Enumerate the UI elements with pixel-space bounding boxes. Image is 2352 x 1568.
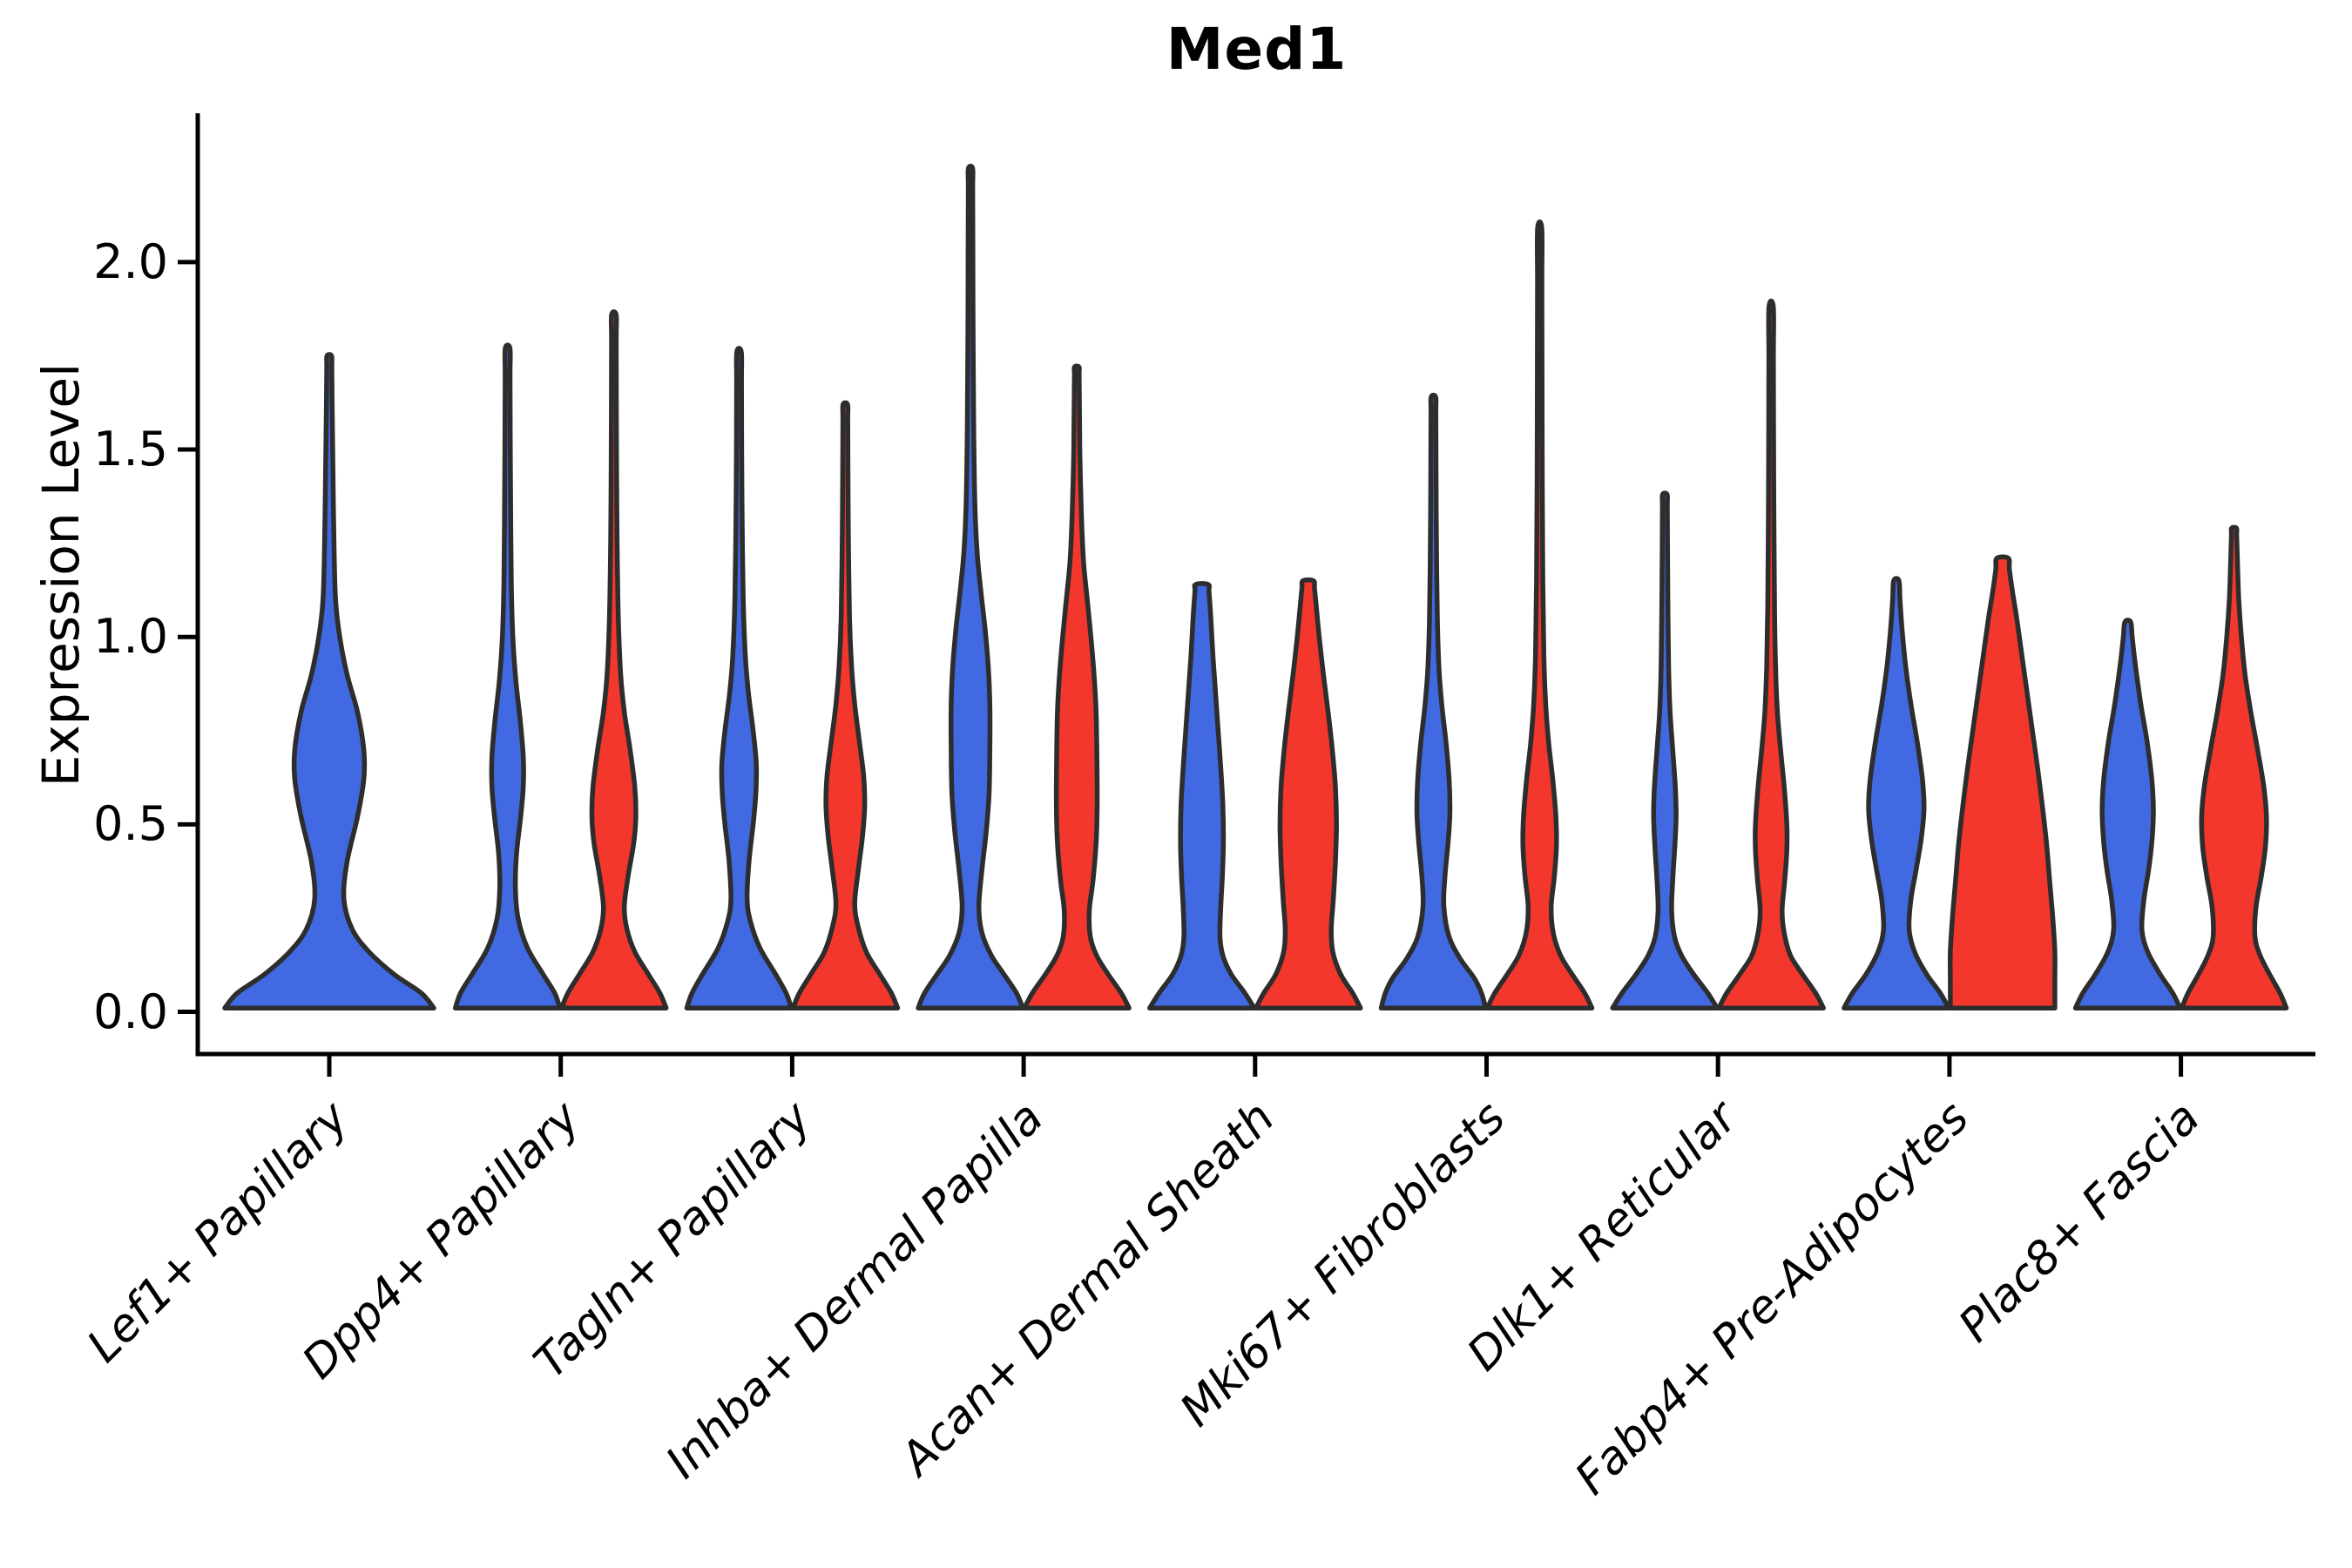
violin-inhba-red: [1022, 363, 1132, 1010]
violin-dpp4-red: [558, 309, 669, 1010]
y-tick-label: 1.0: [93, 609, 168, 665]
y-tick-label: 0.0: [93, 983, 168, 1039]
violin-mki67-blue: [1378, 392, 1489, 1010]
violin-tagln-red: [790, 400, 901, 1010]
y-tick-label: 0.5: [93, 796, 168, 852]
violin-plac8-red: [2179, 524, 2289, 1010]
violin-lef1-blue: [222, 352, 436, 1010]
violin-plac8-blue: [2072, 618, 2183, 1010]
y-tick-label: 1.5: [93, 422, 168, 477]
violin-fabp4-blue: [1842, 576, 1951, 1010]
violin-dpp4-blue: [452, 342, 563, 1010]
violin-mki67-red: [1484, 219, 1595, 1010]
violin-tagln-blue: [684, 346, 794, 1010]
violin-acan-red: [1254, 577, 1363, 1010]
violin-dlk1-red: [1716, 298, 1826, 1010]
chart-title: Med1: [1166, 16, 1348, 83]
violin-acan-blue: [1147, 581, 1257, 1010]
violin-fabp4-red: [1947, 554, 2058, 1010]
y-tick-label: 2.0: [93, 233, 168, 289]
violin-inhba-blue: [916, 163, 1025, 1010]
violin-dlk1-blue: [1610, 490, 1720, 1010]
